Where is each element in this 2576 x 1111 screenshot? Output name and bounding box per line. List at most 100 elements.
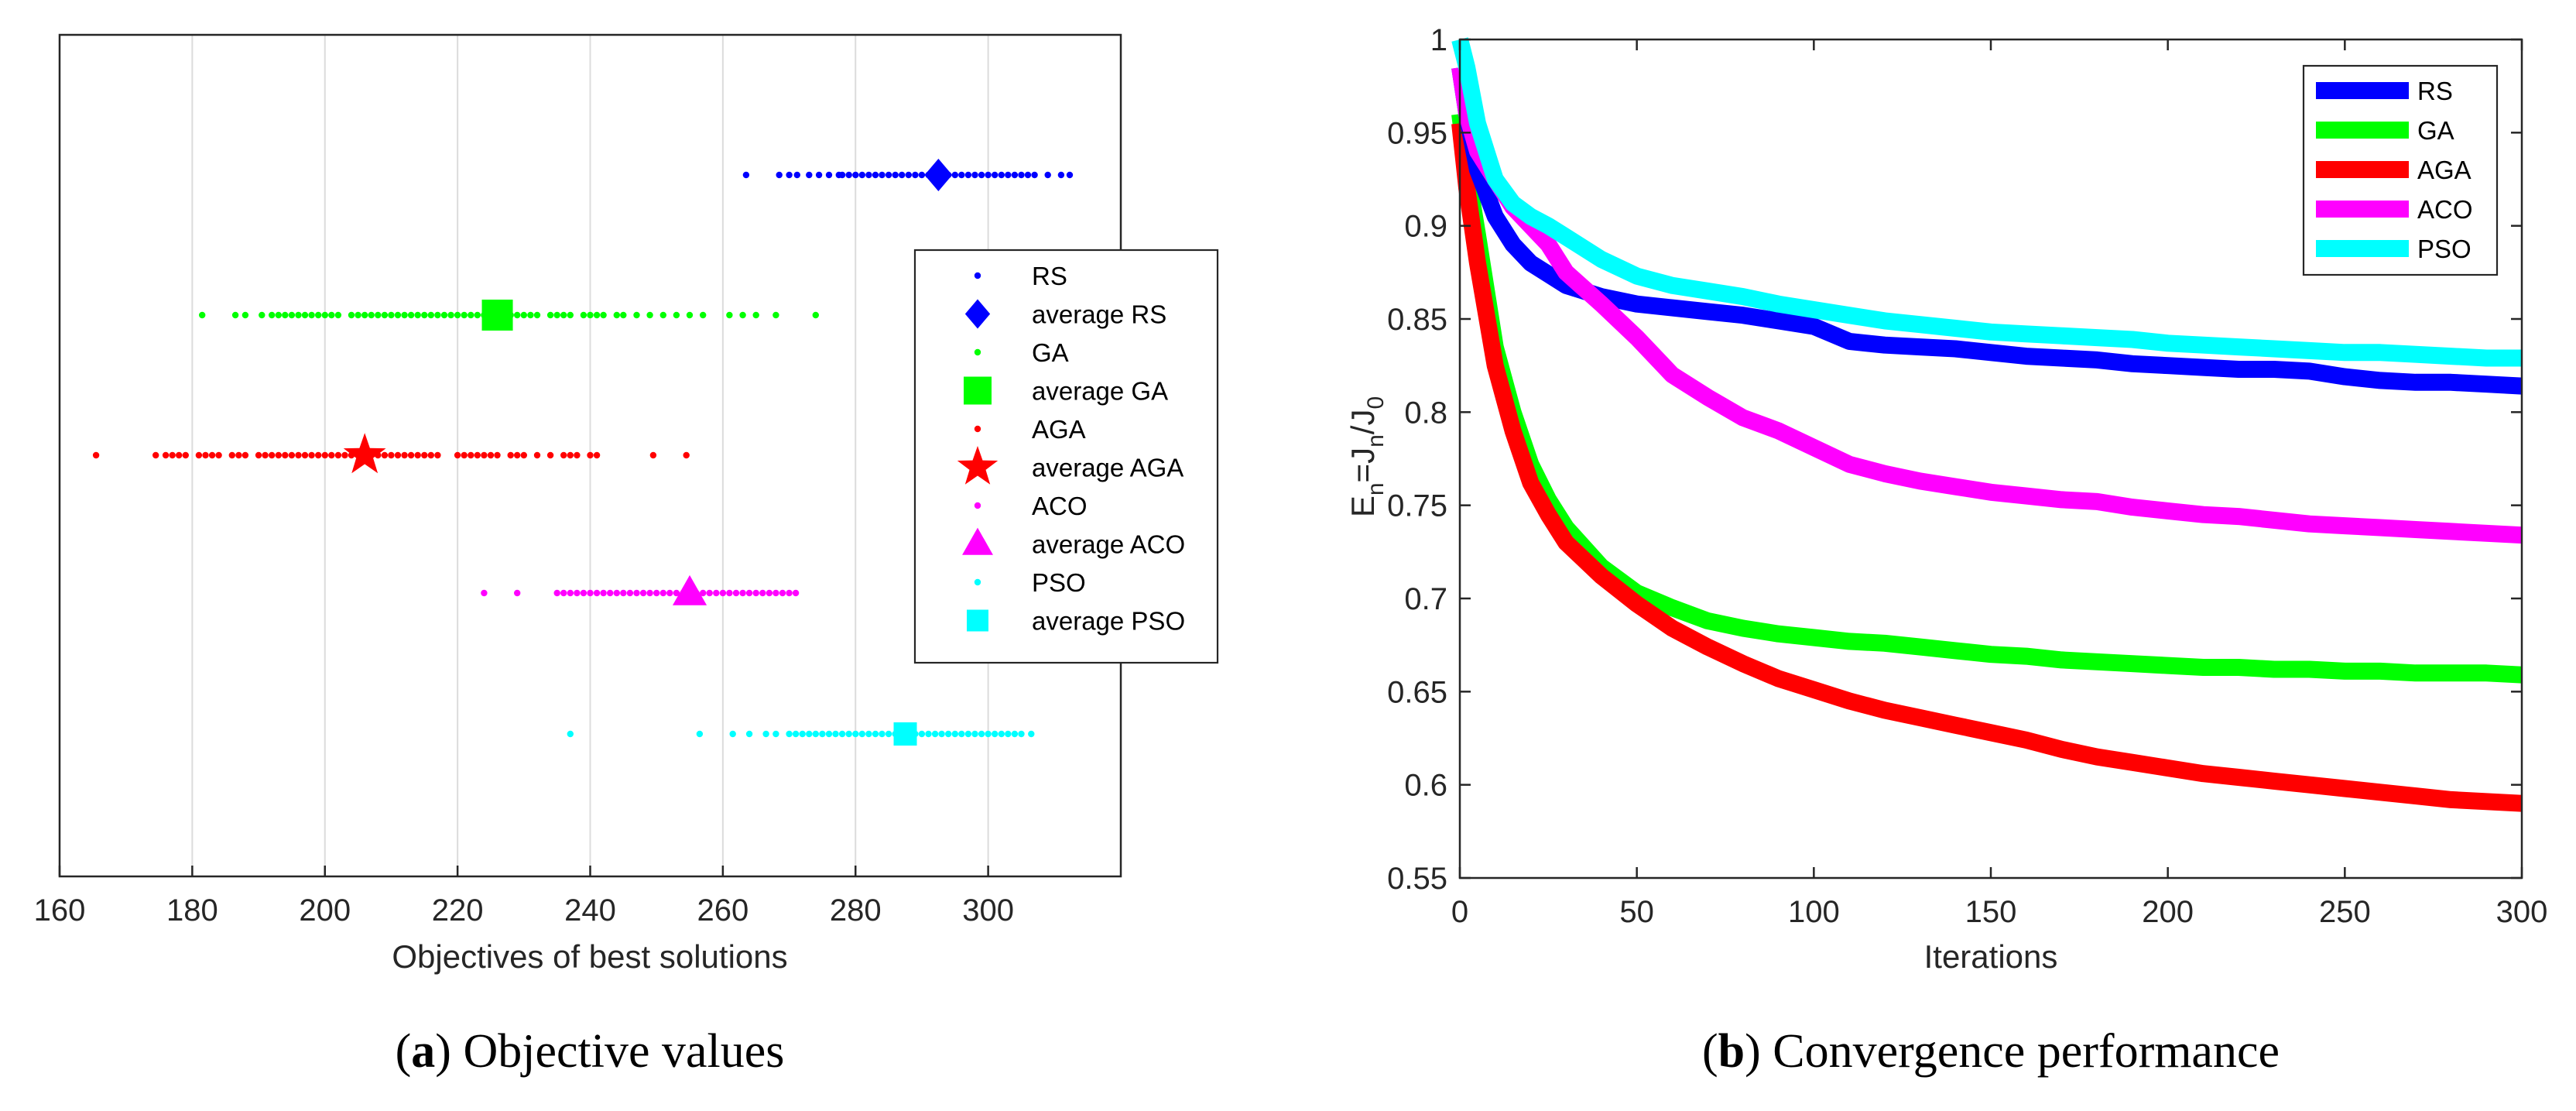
panel-a-point-pso (838, 730, 846, 738)
panel-a-legend-marker-aga (957, 446, 999, 485)
panel-a-legend-label: average GA (1032, 377, 1168, 406)
panel-a-point-pso (845, 730, 852, 738)
panel-a-legend-dot-ga (974, 348, 981, 356)
panel-a-point-ga (355, 311, 361, 319)
panel-a-point-aco (719, 589, 727, 597)
panel-a-point-ga (686, 311, 694, 319)
panel-a-point-aga (481, 451, 488, 459)
panel-a-point-pso (872, 730, 879, 738)
panel-b-convergence: 0 50 100 150 200 250 300 0.55 0.6 0.65 0.7 0.75 0.8 0… (1345, 23, 2547, 1078)
panel-a-point-aga (295, 451, 302, 459)
panel-a-point-aga (567, 451, 574, 459)
panel-a-point-rs (806, 171, 813, 179)
panel-b-x-axis-label: Iterations (1924, 938, 2058, 975)
panel-a-x-tick-label: 260 (697, 893, 749, 928)
panel-a-point-aco (739, 589, 746, 597)
panel-a-point-aga (414, 451, 421, 459)
panel-a-point-aco (673, 589, 680, 597)
panel-a-point-ga (700, 311, 707, 319)
panel-a-point-rs (879, 171, 886, 179)
panel-a-point-aga (533, 451, 541, 459)
panel-a-point-rs (815, 171, 823, 179)
panel-a-point-ga (461, 311, 468, 319)
panel-a-point-rs (892, 171, 899, 179)
panel-a-point-rs (885, 171, 892, 179)
panel-a-point-ga (328, 311, 335, 319)
panel-a-point-ga (620, 311, 627, 319)
panel-a-legend-marker-aco (962, 527, 993, 555)
panel-a-point-rs (1031, 171, 1038, 179)
panel-a-point-aga (683, 451, 690, 459)
panel-a-point-aga (275, 451, 282, 459)
panel-a-point-aco (745, 589, 753, 597)
panel-a-point-aga (308, 451, 315, 459)
panel-a-legend-marker-rs (964, 299, 991, 329)
panel-a-point-aco (560, 589, 567, 597)
panel-a-point-pso (992, 730, 999, 738)
panel-a-point-pso (819, 730, 826, 738)
panel-a-point-aga (328, 451, 335, 459)
panel-a-point-ga (812, 311, 820, 319)
panel-a-point-pso (1005, 730, 1012, 738)
panel-a-point-aco (659, 589, 666, 597)
panel-a-legend-dot-aga (974, 425, 981, 433)
panel-a-point-aco (593, 589, 601, 597)
panel-a-point-rs (958, 171, 965, 179)
panel-a-point-ga (533, 311, 541, 319)
panel-a-point-pso (799, 730, 806, 738)
panel-b-x-tick-label: 0 (1451, 895, 1468, 929)
panel-a-point-pso (812, 730, 820, 738)
panel-a-point-ga (468, 311, 474, 319)
panel-a-point-ga (334, 311, 342, 319)
panel-b-caption-letter: b (1718, 1025, 1745, 1078)
panel-a-x-axis-label: Objectives of best solutions (392, 938, 787, 975)
panel-b-line-aco (1451, 66, 2523, 544)
panel-a-point-aga (242, 451, 249, 459)
panel-a-point-rs (964, 171, 972, 179)
panel-a-point-ga (560, 311, 567, 319)
panel-a-point-pso (958, 730, 965, 738)
panel-a-point-aga (401, 451, 408, 459)
panel-a-point-aga (381, 451, 389, 459)
panel-a-point-rs (992, 171, 999, 179)
panel-a-point-ga (308, 311, 315, 319)
panel-a-point-pso (885, 730, 892, 738)
panel-a-point-pso (925, 730, 932, 738)
panel-a-point-rs (1024, 171, 1032, 179)
panel-a-point-ga (659, 311, 666, 319)
panel-b-y-tick-label: 0.95 (1387, 116, 1447, 150)
panel-a-point-pso (696, 730, 704, 738)
panel-a-point-rs (971, 171, 978, 179)
panel-a-point-pso (792, 730, 800, 738)
panel-a-point-pso (998, 730, 1005, 738)
panel-a-average-marker-aco (672, 574, 707, 605)
panel-a-point-ga (269, 311, 276, 319)
panel-a-point-aga (228, 451, 235, 459)
panel-a-legend-label: ACO (1032, 492, 1088, 520)
panel-a-point-ga (301, 311, 309, 319)
panel-a-point-ga (646, 311, 653, 319)
panel-b-y-tick-label: 0.55 (1387, 862, 1447, 896)
panel-a-point-aco (666, 589, 673, 597)
panel-a-point-aga (195, 451, 203, 459)
panel-a-point-aco (732, 589, 740, 597)
panel-a-point-pso (832, 730, 839, 738)
panel-a-point-ga (726, 311, 733, 319)
panel-a-point-aga (152, 451, 159, 459)
panel-a-point-rs (872, 171, 879, 179)
panel-a-point-aco (752, 589, 759, 597)
panel-a-point-aco (772, 589, 779, 597)
panel-a-point-pso (964, 730, 972, 738)
panel-a-point-aco (779, 589, 786, 597)
panel-a-point-pso (762, 730, 769, 738)
panel-a-legend-dot-aco (974, 502, 981, 509)
panel-a-point-rs (978, 171, 985, 179)
panel-a-point-pso (858, 730, 866, 738)
panel-a-point-aco (700, 589, 707, 597)
panel-a-point-aco (580, 589, 587, 597)
panel-a-point-aga (162, 451, 170, 459)
panel-a-point-ga (315, 311, 322, 319)
panel-a-x-tick-label: 220 (432, 893, 484, 928)
panel-b-x-tick-label: 100 (1788, 895, 1840, 929)
